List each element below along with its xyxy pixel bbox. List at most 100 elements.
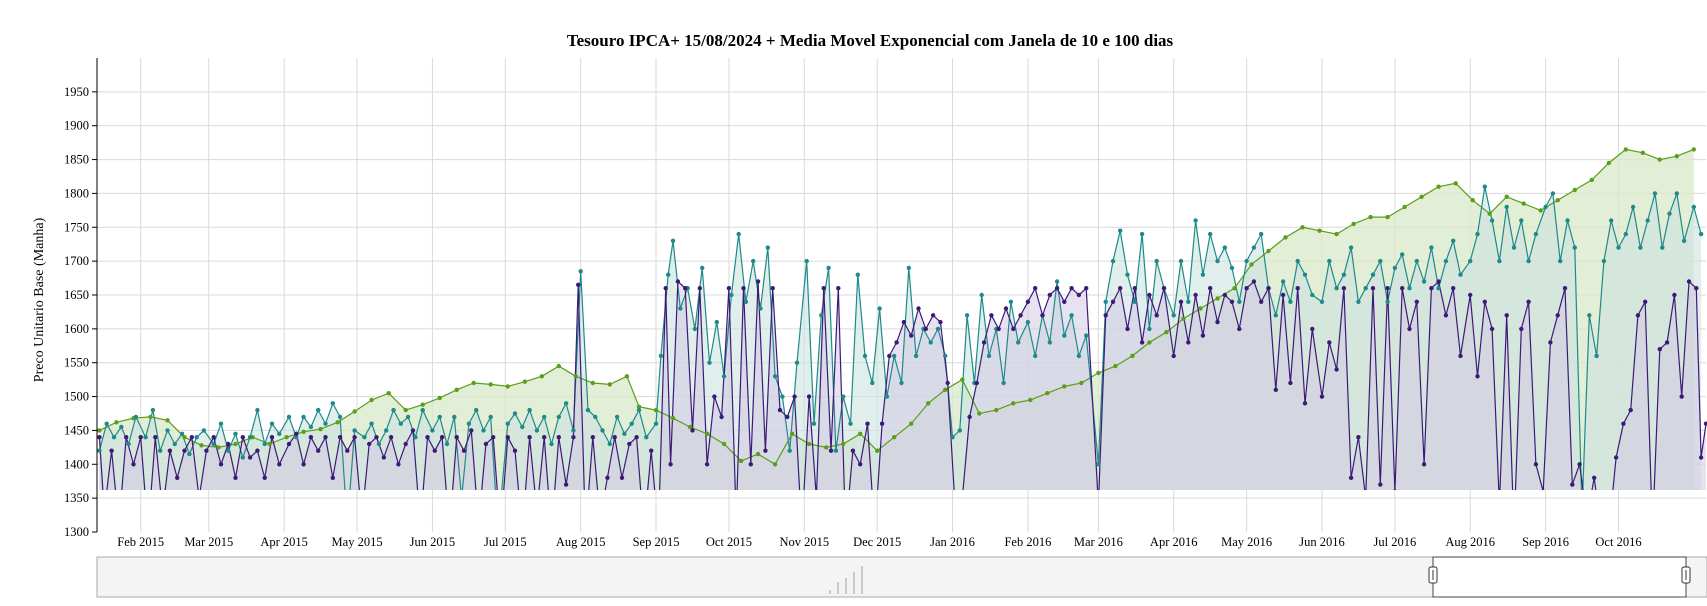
data-point [1028,397,1033,403]
data-point [1686,279,1692,284]
data-point [1084,286,1089,291]
data-point [865,421,870,426]
data-point [704,462,710,467]
data-point [549,530,553,534]
data-point [563,482,569,487]
data-point [629,421,634,426]
data-point [1533,462,1539,467]
data-point [369,421,374,426]
data-point [1356,299,1361,304]
data-point [187,451,192,457]
data-point [150,407,156,413]
data-point [233,441,238,447]
data-point [938,319,943,325]
data-point [1378,482,1383,487]
data-point [447,530,451,534]
x-tick-label: Feb 2016 [1004,535,1051,549]
data-point [1585,516,1589,520]
data-point [870,380,875,386]
x-tick-label: Jan 2016 [930,535,975,549]
data-point [199,443,204,448]
data-point [729,292,734,298]
data-point [505,435,510,440]
data-point [1103,299,1108,304]
data-point [1125,326,1130,332]
data-point [1237,326,1242,332]
data-point [337,414,343,420]
data-point [670,416,676,421]
data-point [721,441,727,447]
data-point [1062,384,1067,389]
data-point [1288,380,1293,386]
data-point [1370,272,1376,277]
data-point [323,435,328,440]
data-point [172,441,177,447]
range-navigator[interactable] [96,556,1707,598]
data-point [612,435,617,440]
data-point [1244,286,1249,291]
data-point [943,353,948,359]
data-point [1237,299,1242,304]
data-point [913,353,919,359]
data-point [1062,333,1067,338]
data-point [986,353,992,359]
navigator-selected-window[interactable] [1432,556,1687,598]
data-point [1443,258,1449,264]
data-point [806,394,812,399]
data-point [488,414,493,420]
y-tick-label: 1800 [64,186,89,200]
data-point [1244,258,1249,264]
data-point [571,435,576,440]
data-point [721,374,727,379]
data-point [1229,265,1235,271]
data-point [1451,238,1456,243]
data-point [1370,286,1376,291]
data-point [670,238,676,243]
data-point [294,431,299,436]
data-point [1016,340,1021,345]
data-point [943,387,948,392]
data-point [420,402,425,407]
data-point [301,462,306,467]
data-point [1451,286,1456,291]
data-point [777,407,783,413]
data-point [119,424,124,430]
data-point [1161,286,1167,291]
data-point [1393,489,1397,490]
series-areas [99,149,1706,490]
data-point [1698,455,1704,460]
data-point [286,441,292,447]
data-point [1436,286,1441,291]
data-point [1341,272,1347,277]
data-point [1103,313,1108,318]
data-point [765,245,770,250]
data-point [439,435,445,440]
data-point [1208,231,1213,237]
data-point [734,516,738,520]
data-point [131,462,136,467]
data-point [663,286,668,291]
data-point [337,435,343,440]
data-point [828,448,834,453]
data-point [1512,530,1516,534]
data-point [352,409,357,414]
data-point [1402,204,1407,210]
data-point [505,384,510,389]
data-point [1283,235,1288,240]
data-point [413,435,418,440]
data-point [1200,272,1206,277]
data-point [692,326,698,332]
data-point [1635,313,1641,318]
data-point [102,510,106,514]
data-point [1062,299,1067,304]
data-point [1348,245,1354,250]
data-point [1558,258,1563,264]
data-point [1319,394,1325,399]
data-point [909,333,914,338]
data-point [614,414,620,420]
data-point [916,306,921,311]
data-point [1640,150,1646,155]
data-point [1489,326,1495,332]
data-point [994,407,999,413]
data-point [308,435,314,440]
